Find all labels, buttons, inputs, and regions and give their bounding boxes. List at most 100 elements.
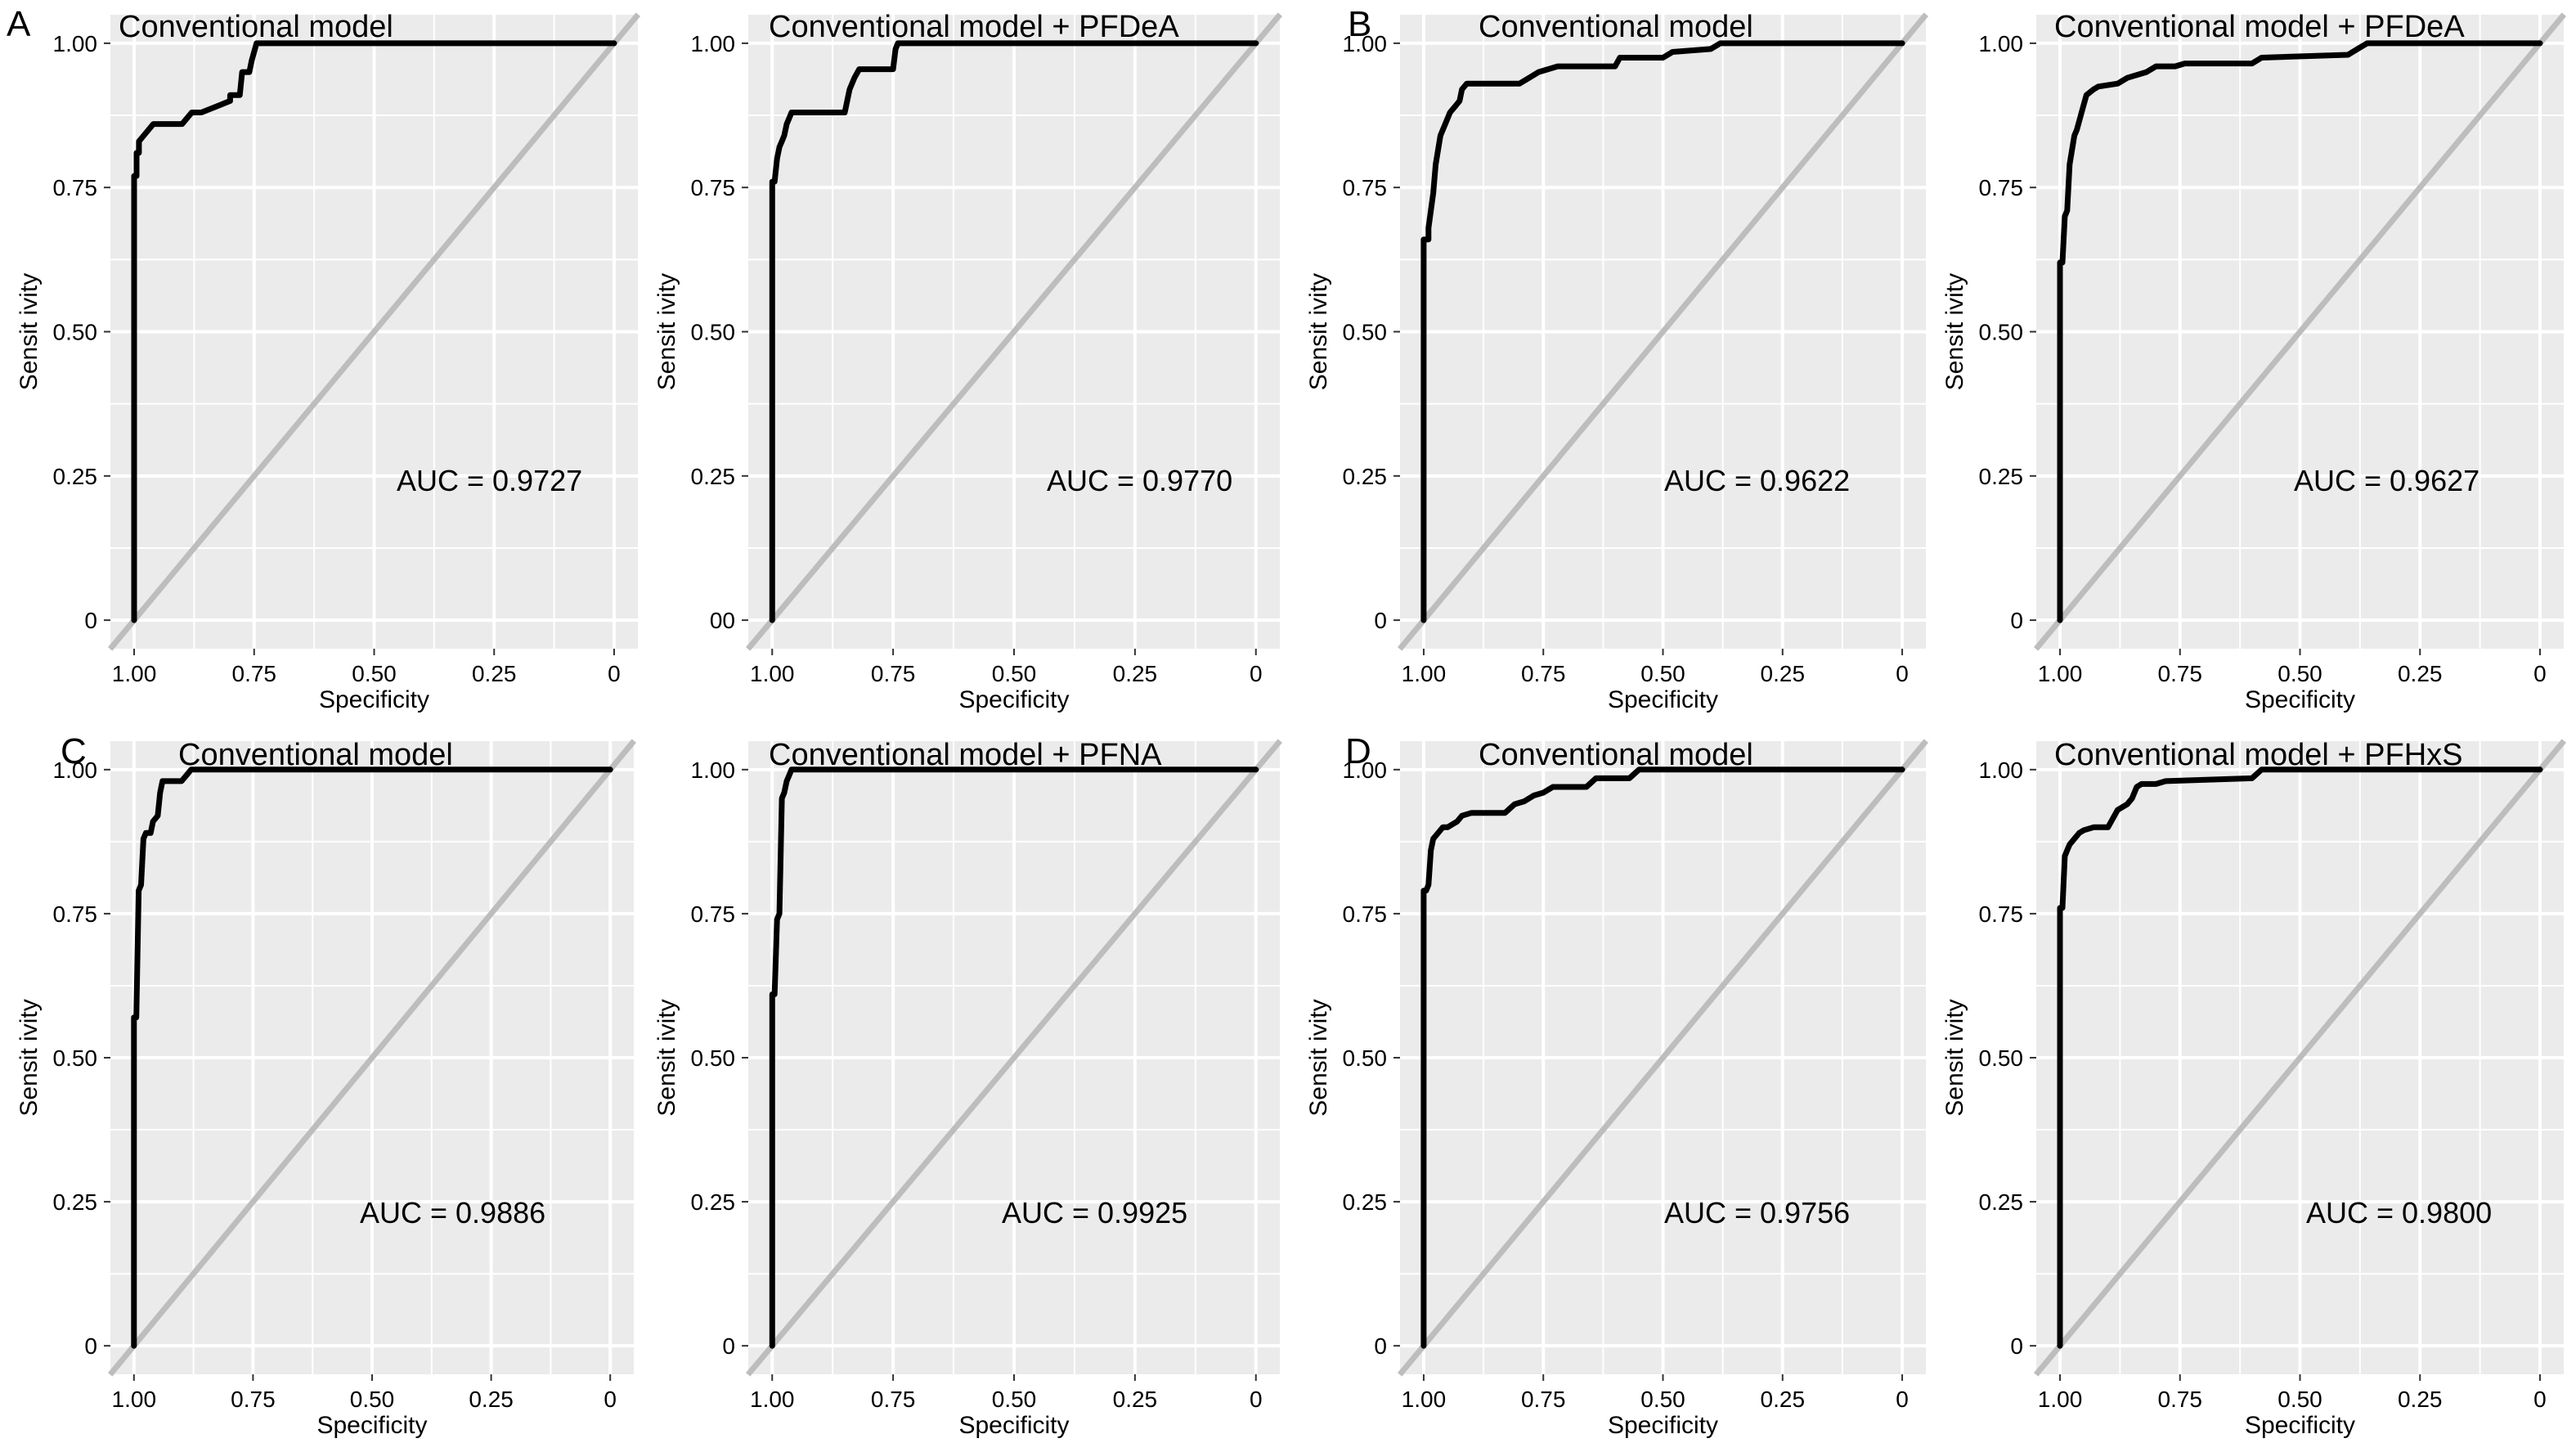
y-tick-label: 0.25 [691,1189,736,1215]
x-tick-label: 0.75 [1521,661,1566,686]
y-tick-label: 0.75 [691,901,736,927]
reference-diagonal [107,739,637,1377]
x-tick-label: 0 [1896,1387,1909,1412]
y-tick-label: 0.75 [691,175,736,200]
reference-diagonal [745,739,1283,1377]
x-axis-title: Specificity [319,686,429,713]
y-tick-label: 0.75 [1979,175,2024,200]
y-tick-label: 0.50 [691,1045,736,1071]
roc-panel-6: 1.00 0.75 0.50 0.25 0 0 0.25 0.50 0.75 1.00 Specif… [653,738,1283,1439]
y-tick-label: 1.00 [1979,31,2024,56]
y-tick-label: 1.00 [691,31,736,56]
y-tick-label: 0.75 [53,175,98,200]
roc-curve [1420,40,1905,623]
x-axis-title: Specificity [958,686,1069,713]
roc-panel-4: 1.00 0.75 0.50 0.25 0 0 0.25 0.50 0.75 1.00 Specif… [1941,10,2567,713]
auc-annotation: AUC = 0.9886 [360,1196,545,1229]
x-tick-label: 1.00 [750,661,795,686]
y-tick-label: 0.75 [53,901,98,927]
auc-annotation: AUC = 0.9727 [397,464,582,497]
roc-panel-8: 1.00 0.75 0.50 0.25 0 0 0.25 0.50 0.75 1.00 Specif… [1941,738,2567,1439]
y-tick-label: 0.75 [1979,901,2024,927]
auc-annotation: AUC = 0.9627 [2294,464,2480,497]
x-axis-title: Specificity [316,1412,427,1439]
y-tick-label: 0 [1374,1333,1387,1359]
roc-panel-1: 1.00 0.75 0.50 0.25 0 0 0.25 0.50 0.75 1.00 Specif… [16,10,641,713]
y-axis-title: Sensit ivity [653,273,680,390]
y-axis-title: Sensit ivity [653,999,680,1116]
reference-diagonal [745,12,1283,651]
x-tick-label: 0.50 [992,661,1037,686]
y-tick-label: 0.25 [1979,1189,2024,1215]
panel-title: Conventional model [119,10,393,44]
x-tick-label: 0.25 [1761,661,1806,686]
x-axis-title: Specificity [958,1412,1069,1439]
y-tick-label: 0.50 [53,1045,98,1071]
y-tick-label: 0.25 [1343,1189,1388,1215]
x-tick-label: 0.75 [232,661,277,686]
reference-diagonal [1397,12,1929,651]
x-tick-label: 0 [608,661,621,686]
panel-title: Conventional model + PFDeA [769,10,1179,44]
roc-curve [769,40,1259,623]
y-tick-label: 0.25 [1343,464,1388,489]
x-tick-label: 0.25 [469,1387,514,1412]
y-tick-label: 0.50 [1979,320,2024,345]
x-tick-label: 1.00 [2038,661,2083,686]
roc-curve [769,766,1259,1349]
x-tick-label: 0.50 [352,661,397,686]
y-tick-label: 0.25 [1979,464,2024,489]
x-tick-label: 0.50 [992,1387,1037,1412]
x-tick-label: 1.00 [1402,661,1447,686]
roc-curve [1420,766,1905,1349]
panel-title: Conventional model [178,738,453,772]
y-tick-label: 0.50 [1343,1045,1388,1071]
x-tick-label: 0.25 [1113,1387,1158,1412]
y-tick-label: 0 [2010,608,2023,633]
y-tick-label: 00 [710,608,735,633]
panel-title: Conventional model [1479,738,1753,772]
y-tick-label: 0 [722,1333,735,1359]
y-tick-label: 0.50 [691,320,736,345]
x-tick-label: 1.00 [750,1387,795,1412]
y-axis-title: Sensit ivity [1941,273,1968,390]
panel-letter-d: D [1345,731,1371,771]
x-tick-label: 0 [1250,1387,1263,1412]
y-tick-label: 1.00 [1343,31,1388,56]
roc-curve [2057,766,2543,1349]
panel-letter-c: C [61,731,87,771]
y-tick-label: 0.25 [53,1189,98,1215]
x-tick-label: 0 [2533,661,2547,686]
y-tick-label: 0 [1374,608,1387,633]
y-tick-label: 0.75 [1343,901,1388,927]
y-tick-label: 1.00 [53,757,98,783]
y-tick-label: 0.75 [1343,175,1388,200]
x-tick-label: 0.50 [350,1387,395,1412]
y-tick-label: 0.25 [53,464,98,489]
plot-panels: 1.00 0.75 0.50 0.25 000.250.500.751.00Specif… [16,10,2567,1439]
y-tick-label: 1.00 [1343,757,1388,783]
roc-panel-5: 1.00 0.75 0.50 0.25 0 0 0.25 0.50 0.75 1.00 Specif… [16,738,637,1439]
auc-annotation: AUC = 0.9800 [2306,1196,2492,1229]
x-axis-title: Specificity [1608,686,1718,713]
x-axis-title: Specificity [2245,1412,2355,1439]
x-tick-label: 0.75 [871,661,916,686]
x-tick-label: 1.00 [2038,1387,2083,1412]
x-tick-label: 0.50 [1640,661,1685,686]
y-tick-label: 1.00 [691,757,736,783]
x-tick-label: 0.75 [2158,661,2203,686]
y-tick-label: 0 [84,1333,97,1359]
roc-panel-7: 1.00 0.75 0.50 0.25 0 0 0.25 0.50 0.75 1.00 Specif… [1305,738,1929,1439]
x-tick-label: 0.25 [2398,661,2443,686]
roc-panel-2: 1.00 0.75 0.50 0.25 0000.250.500.751.00Speci… [653,10,1283,713]
reference-diagonal [107,12,641,651]
x-tick-label: 0.75 [1521,1387,1566,1412]
roc-panel-3: 1.00 0.75 0.50 0.25 0 0 0.25 0.50 0.75 1.00 Specif… [1305,10,1929,713]
auc-annotation: AUC = 0.9622 [1664,464,1850,497]
x-tick-label: 0 [1896,661,1909,686]
roc-curve [2057,40,2543,623]
roc-curve [131,766,613,1349]
y-tick-label: 0.50 [53,320,98,345]
y-tick-label: 0.50 [1979,1045,2024,1071]
